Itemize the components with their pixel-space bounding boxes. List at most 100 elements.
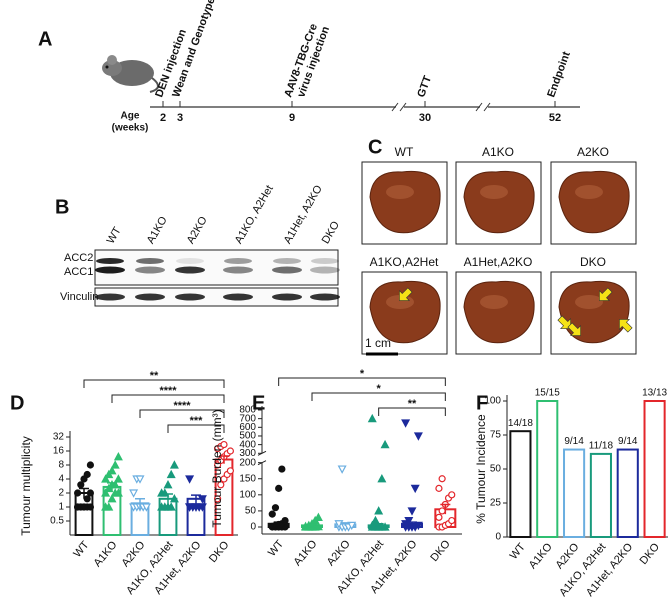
liver xyxy=(369,280,441,344)
event-label: GTT xyxy=(415,74,434,99)
lane-label: A2KO xyxy=(185,214,210,246)
x-tick-label: DKO xyxy=(207,539,232,565)
data-point xyxy=(110,460,120,469)
panel-letter: D xyxy=(10,392,24,414)
band xyxy=(272,266,302,274)
band-label: ACC2 xyxy=(64,252,93,264)
liver xyxy=(369,170,441,234)
liver xyxy=(463,170,535,234)
data-point xyxy=(377,473,387,483)
band-label: Vinculin xyxy=(60,291,98,303)
data-point xyxy=(380,439,390,449)
y-tick-label: 500 xyxy=(239,431,256,442)
data-point xyxy=(135,475,145,484)
error-bar xyxy=(107,482,117,493)
significance-bracket xyxy=(111,394,225,403)
y-tick-label: 16 xyxy=(53,446,65,457)
x-tick-label: A1KO xyxy=(527,541,555,572)
event-label: Endpoint xyxy=(545,50,573,99)
y-tick-label: 300 xyxy=(239,448,256,459)
week-label: 2 xyxy=(160,112,166,124)
liver-highlight xyxy=(575,295,603,309)
error-bar xyxy=(273,521,284,526)
data-point xyxy=(214,495,222,503)
data-point xyxy=(217,481,225,489)
y-tick-label: 100 xyxy=(239,489,256,500)
y-tick-label: 600 xyxy=(239,422,256,433)
y-tick-label: 400 xyxy=(239,439,256,450)
error-bar xyxy=(407,521,417,526)
data-point xyxy=(435,513,443,521)
x-tick-label: A1KO xyxy=(91,539,119,570)
lane-label: A1Het, A2KO xyxy=(282,183,325,246)
data-point xyxy=(83,495,91,503)
bar xyxy=(616,448,639,538)
significance-label: ** xyxy=(408,398,417,410)
data-point xyxy=(141,503,151,512)
band xyxy=(272,293,302,301)
significance-label: *** xyxy=(190,415,204,427)
data-point xyxy=(107,466,117,475)
significance-bracket xyxy=(311,392,446,401)
data-point xyxy=(448,516,456,525)
bar xyxy=(589,452,612,538)
liver xyxy=(463,280,535,344)
data-point xyxy=(107,494,117,503)
bar xyxy=(563,448,586,538)
lane-label: DKO xyxy=(320,219,343,246)
data-point xyxy=(438,507,446,515)
scale-label: 1 cm xyxy=(365,336,391,350)
significance-bracket xyxy=(139,409,225,418)
data-point xyxy=(347,521,357,531)
panel-label: A2KO xyxy=(577,145,609,159)
data-point xyxy=(407,507,417,516)
week-label: 52 xyxy=(549,112,561,124)
error-bar xyxy=(440,503,451,515)
data-point xyxy=(337,465,347,474)
significance-bracket xyxy=(378,407,446,416)
band xyxy=(223,266,253,274)
week-label: 9 xyxy=(289,112,295,124)
data-point xyxy=(166,469,176,479)
data-point xyxy=(313,521,323,531)
data-point xyxy=(163,480,173,489)
panel-letter: A xyxy=(38,28,52,50)
data-point xyxy=(404,516,414,526)
data-point xyxy=(185,475,195,484)
value-label: 9/14 xyxy=(618,436,638,447)
error-bar xyxy=(163,493,173,506)
data-point xyxy=(271,504,280,512)
y-tick-label: 2 xyxy=(58,488,64,499)
data-point xyxy=(197,495,207,504)
lane-label: A1KO xyxy=(145,214,170,246)
data-point xyxy=(220,440,228,449)
x-tick-label: WT xyxy=(71,539,91,560)
x-tick-label: A1KO xyxy=(291,538,319,569)
error-bar xyxy=(307,523,317,527)
y-tick-label: 75 xyxy=(490,430,502,441)
value-label: 13/13 xyxy=(642,388,667,399)
data-point xyxy=(367,413,377,423)
panel-letter: C xyxy=(368,136,382,158)
panel-letter: B xyxy=(55,196,69,218)
band xyxy=(273,258,301,264)
data-point xyxy=(268,510,276,518)
arrow xyxy=(567,322,581,336)
data-point xyxy=(129,489,139,498)
significance-label: **** xyxy=(173,400,191,412)
error-bar xyxy=(135,498,145,510)
y-tick-label: 800 xyxy=(239,405,256,416)
data-point xyxy=(110,480,120,489)
error-bar xyxy=(79,487,89,499)
y-axis-label: % Tumour Incidence xyxy=(474,414,488,524)
y-tick-label: 50 xyxy=(245,506,257,517)
liver xyxy=(558,170,630,234)
band xyxy=(224,258,252,264)
week-label: 3 xyxy=(177,112,183,124)
significance-bracket xyxy=(167,424,225,433)
liver-highlight xyxy=(575,185,603,199)
data-point xyxy=(413,521,423,531)
data-point xyxy=(169,494,179,503)
timeline-axis xyxy=(150,102,580,112)
